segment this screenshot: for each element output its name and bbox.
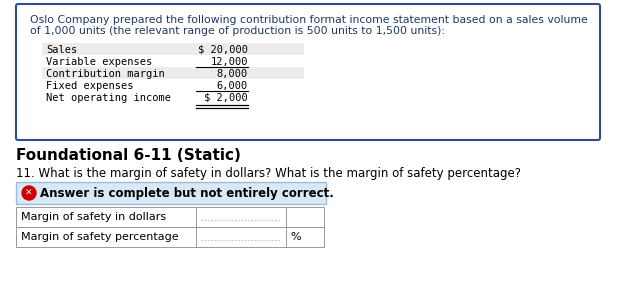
Text: Contribution margin: Contribution margin <box>46 69 165 79</box>
Bar <box>42 43 304 55</box>
Bar <box>16 227 324 247</box>
Text: Oslo Company prepared the following contribution format income statement based o: Oslo Company prepared the following cont… <box>30 15 587 25</box>
Bar <box>42 55 304 67</box>
Text: Variable expenses: Variable expenses <box>46 57 152 67</box>
Text: %: % <box>290 232 301 242</box>
Bar <box>42 67 304 79</box>
Text: Net operating income: Net operating income <box>46 93 171 103</box>
Text: 11. What is the margin of safety in dollars? What is the margin of safety percen: 11. What is the margin of safety in doll… <box>16 167 521 180</box>
FancyBboxPatch shape <box>16 4 600 140</box>
Text: Margin of safety in dollars: Margin of safety in dollars <box>21 212 166 222</box>
Text: $ 20,000: $ 20,000 <box>198 45 248 55</box>
Text: Foundational 6-11 (Static): Foundational 6-11 (Static) <box>16 148 241 163</box>
Text: Answer is complete but not entirely correct.: Answer is complete but not entirely corr… <box>40 187 334 200</box>
Text: 6,000: 6,000 <box>217 81 248 91</box>
Bar <box>42 91 304 103</box>
Text: 12,000: 12,000 <box>211 57 248 67</box>
Bar <box>16 182 326 204</box>
Text: $ 2,000: $ 2,000 <box>204 93 248 103</box>
Text: of 1,000 units (the relevant range of production is 500 units to 1,500 units):: of 1,000 units (the relevant range of pr… <box>30 26 445 36</box>
Bar <box>16 207 324 227</box>
Text: ✕: ✕ <box>25 189 33 198</box>
Text: Margin of safety percentage: Margin of safety percentage <box>21 232 179 242</box>
Circle shape <box>22 186 36 200</box>
Text: 8,000: 8,000 <box>217 69 248 79</box>
Text: Fixed expenses: Fixed expenses <box>46 81 134 91</box>
Bar <box>42 79 304 91</box>
Text: Sales: Sales <box>46 45 77 55</box>
